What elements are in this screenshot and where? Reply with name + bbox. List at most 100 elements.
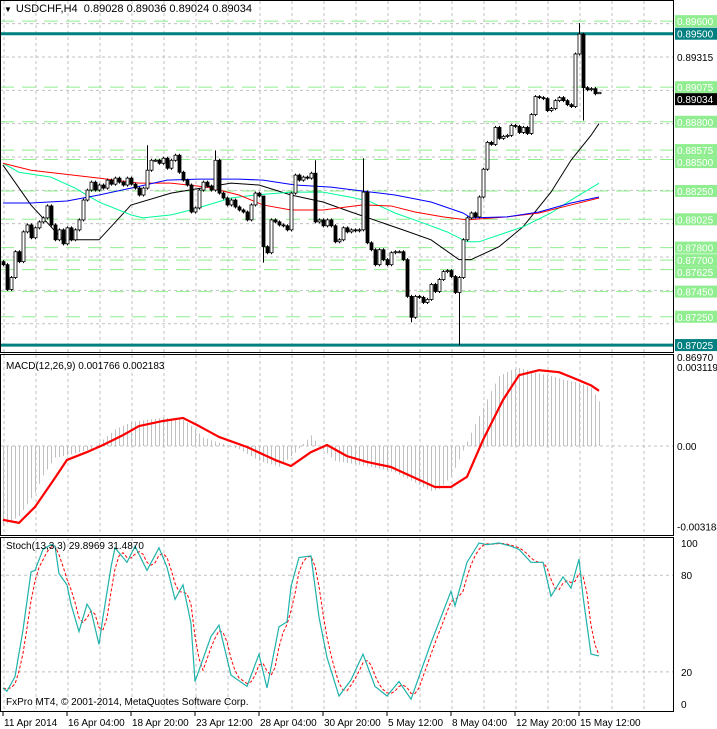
macd-axis-label: 0.003119 bbox=[677, 363, 717, 374]
candle bbox=[149, 159, 154, 171]
candle bbox=[337, 239, 342, 243]
candle bbox=[61, 229, 66, 245]
candle bbox=[157, 159, 162, 164]
candle bbox=[233, 199, 238, 208]
candle bbox=[17, 251, 22, 263]
candle bbox=[65, 227, 70, 245]
candle bbox=[189, 184, 194, 213]
stoch-axis-label: 20 bbox=[681, 668, 693, 679]
candle bbox=[493, 127, 498, 145]
panel-frame bbox=[0, 354, 674, 536]
candle bbox=[105, 179, 110, 189]
candle bbox=[101, 184, 106, 189]
candle bbox=[25, 224, 30, 233]
candle bbox=[481, 168, 486, 198]
candle bbox=[417, 295, 422, 298]
candle bbox=[141, 187, 146, 196]
key-level-price-label-bg bbox=[675, 27, 717, 40]
candle bbox=[389, 252, 394, 266]
candle bbox=[225, 197, 230, 206]
candle bbox=[545, 98, 550, 111]
candle bbox=[529, 114, 534, 134]
current-price-label: 0.89034 bbox=[677, 95, 714, 106]
candle bbox=[21, 231, 26, 263]
moving-average-line bbox=[3, 178, 600, 219]
candle bbox=[113, 177, 118, 185]
candle bbox=[597, 91, 602, 95]
candle bbox=[585, 87, 590, 91]
candle bbox=[313, 172, 318, 223]
time-axis-label: 11 Apr 2014 bbox=[4, 718, 58, 729]
candle bbox=[281, 224, 286, 227]
candle bbox=[245, 211, 250, 221]
level-price-label-bg bbox=[675, 156, 717, 169]
time-axis-label: 23 Apr 12:00 bbox=[196, 718, 253, 729]
candle bbox=[557, 97, 562, 102]
stoch-d-line bbox=[2, 543, 600, 695]
candle bbox=[405, 259, 410, 297]
candle bbox=[365, 191, 370, 244]
macd-axis-label: 0.00 bbox=[677, 442, 697, 453]
candle bbox=[565, 100, 570, 106]
candle bbox=[1, 261, 6, 266]
level-price-label: 0.87800 bbox=[677, 244, 714, 255]
candle bbox=[409, 295, 414, 318]
candle bbox=[489, 142, 494, 145]
candle bbox=[265, 246, 270, 254]
panel-frame bbox=[0, 0, 674, 353]
candle bbox=[41, 217, 46, 223]
copyright-text: FxPro MT4, © 2001-2014, MetaQuotes Softw… bbox=[6, 697, 249, 708]
candle bbox=[561, 97, 566, 102]
candle bbox=[553, 100, 558, 109]
level-price-label: 0.88500 bbox=[677, 158, 714, 169]
candle bbox=[437, 279, 442, 292]
ohlc-readout: 0.89028 0.89036 0.89024 0.89034 bbox=[83, 3, 252, 15]
candle bbox=[145, 169, 150, 189]
stoch-label: Stoch(13,3,3) 29.8969 31.4870 bbox=[6, 541, 144, 552]
candle bbox=[377, 249, 382, 266]
stoch-axis-label: 0 bbox=[681, 700, 687, 711]
candle bbox=[229, 199, 234, 206]
candle bbox=[5, 264, 10, 290]
candle bbox=[169, 159, 174, 169]
candle bbox=[525, 127, 530, 134]
current-price-label-bg bbox=[675, 93, 717, 106]
candle bbox=[193, 207, 198, 213]
candle bbox=[505, 134, 510, 137]
candle bbox=[301, 176, 306, 181]
candle bbox=[509, 125, 514, 136]
macd-signal-line bbox=[2, 369, 600, 524]
triangle-down-icon[interactable]: ▼ bbox=[4, 5, 12, 14]
time-axis-label: 18 Apr 20:00 bbox=[132, 718, 189, 729]
candle bbox=[477, 196, 482, 218]
moving-average-line bbox=[2, 123, 600, 261]
candle bbox=[329, 219, 334, 227]
candle bbox=[97, 184, 102, 191]
candle bbox=[57, 229, 62, 241]
candle bbox=[593, 88, 598, 95]
candle bbox=[429, 284, 434, 300]
moving-average-line bbox=[2, 162, 600, 221]
candle bbox=[453, 276, 458, 293]
candle bbox=[217, 159, 222, 194]
candle bbox=[345, 227, 350, 233]
candle bbox=[161, 157, 166, 164]
stoch-k-line bbox=[2, 542, 600, 701]
candle bbox=[237, 206, 242, 211]
time-axis-label: 15 May 12:00 bbox=[580, 718, 641, 729]
candle bbox=[221, 192, 226, 199]
candle bbox=[469, 212, 474, 219]
candle bbox=[457, 277, 462, 293]
candle bbox=[77, 219, 82, 231]
candle bbox=[325, 219, 330, 227]
candle bbox=[397, 251, 402, 254]
level-price-label: 0.87250 bbox=[677, 313, 714, 324]
candle bbox=[117, 177, 122, 183]
candle bbox=[49, 205, 54, 226]
macd-label: MACD(12,26,9) 0.001766 0.002183 bbox=[6, 361, 165, 372]
candle bbox=[497, 127, 502, 139]
candle bbox=[445, 270, 450, 273]
level-price-label: 0.87450 bbox=[677, 288, 714, 299]
macd-axis-label: -0.003184 bbox=[677, 523, 717, 534]
level-price-label-bg bbox=[675, 115, 717, 128]
